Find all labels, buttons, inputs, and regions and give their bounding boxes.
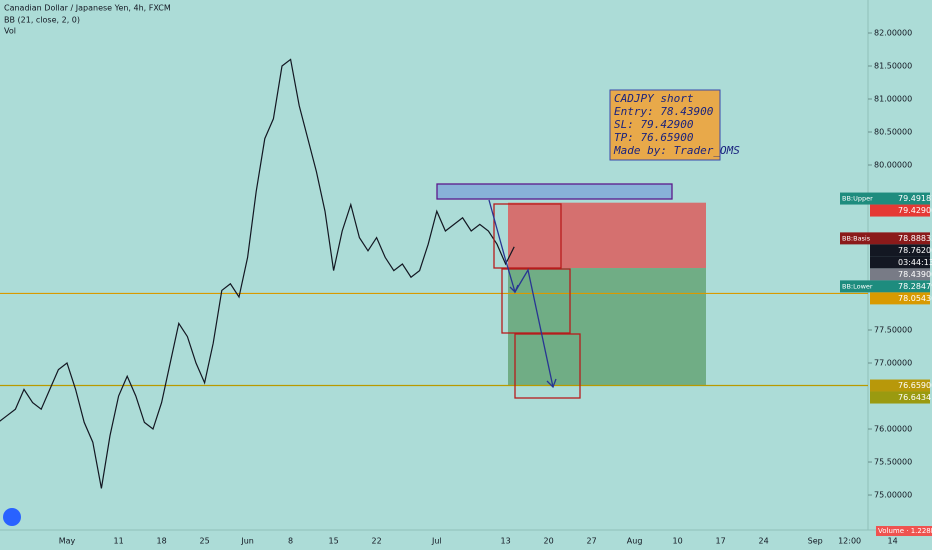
x-tick-label: 27 <box>587 537 597 546</box>
annotation-line: SL: 79.42900 <box>614 118 694 131</box>
x-tick-label: 18 <box>157 537 167 546</box>
price-tag-box <box>870 244 930 257</box>
annotation-line: Made by: Trader_OMS <box>613 144 740 157</box>
y-tick-label: 80.00000 <box>874 161 912 170</box>
price-tag-name: BB:Upper <box>842 195 873 203</box>
x-tick-label: 20 <box>544 537 554 546</box>
stop-zone <box>508 202 706 269</box>
price-tag-label: 76.64341 <box>898 393 932 402</box>
volume-tag-box <box>876 526 932 536</box>
annotation-line: TP: 76.65900 <box>614 131 694 144</box>
countdown: 03:44:13 <box>898 258 932 267</box>
annotation: CADJPY short Entry: 78.43900 SL: 79.4290… <box>609 89 740 161</box>
x-tick-label: 17 <box>716 537 726 546</box>
price-tag: 78.05430 <box>870 292 932 305</box>
arrow-head <box>546 378 557 389</box>
chart-title: Canadian Dollar / Japanese Yen, 4h, FXCM <box>4 4 171 13</box>
target-zone <box>508 268 706 386</box>
price-tag-name-box <box>840 192 870 205</box>
price-tag-box <box>870 232 930 245</box>
indicator-label: BB (21, close, 2, 0) <box>4 16 80 25</box>
price-tag-box <box>870 268 930 281</box>
price-tag-box <box>870 280 930 293</box>
logo[interactable] <box>3 508 21 526</box>
drawn-box <box>514 333 581 399</box>
price-tag-name: BB:Basis <box>842 234 871 242</box>
drawn-box <box>501 268 571 334</box>
x-tick-label: 25 <box>200 537 210 546</box>
price-tag: 78.88833 BB:Basis <box>840 232 932 245</box>
price-tag-label: 79.49187 <box>898 194 932 203</box>
x-tick-label: 10 <box>673 537 683 546</box>
drawn-box <box>493 203 562 269</box>
price-tag: 79.49187 BB:Upper <box>840 192 932 205</box>
price-tag-label: 78.43900 <box>898 270 932 279</box>
x-tick-label: Jul <box>431 537 442 546</box>
x-tick-label: Jun <box>240 537 254 546</box>
price-tag: 76.65900 <box>870 379 932 392</box>
price-tag-box <box>870 204 930 217</box>
plot-area <box>0 58 868 489</box>
x-tick-label: 12:00 <box>838 537 861 546</box>
price-tag-label: 79.42900 <box>898 206 932 215</box>
y-tick-label: 75.00000 <box>874 491 912 500</box>
price-tag-name: BB:Lower <box>842 282 873 290</box>
price-tag: 76.64341 <box>870 391 932 404</box>
price-line <box>0 58 515 489</box>
x-tick-label: 22 <box>372 537 382 546</box>
countdown-box <box>870 256 930 269</box>
price-tag-name-box <box>840 280 870 293</box>
price-tag-box <box>870 192 930 205</box>
x-tick-label: Sep <box>808 537 823 546</box>
x-tick-label: 11 <box>114 537 124 546</box>
price-tag: 79.42900 <box>870 204 932 217</box>
volume-label: Volume · 1.228K <box>878 527 932 535</box>
price-tag-box <box>870 391 930 404</box>
price-tag-box <box>870 292 930 305</box>
y-tick-label: 80.50000 <box>874 128 912 137</box>
x-tick-label: 8 <box>288 537 293 546</box>
arrow-head <box>509 284 519 294</box>
price-tag: 78.28479 BB:Lower <box>840 280 932 293</box>
x-tick-label: 13 <box>501 537 511 546</box>
price-tag: 78.43900 <box>870 268 932 281</box>
price-tag-box <box>870 379 930 392</box>
annotation-line: Entry: 78.43900 <box>614 105 714 118</box>
price-tag-label: 78.05430 <box>898 294 932 303</box>
y-tick-label: 76.00000 <box>874 425 912 434</box>
annotation-line: CADJPY short <box>614 92 694 105</box>
y-tick-label: 75.50000 <box>874 458 912 467</box>
price-tag-label: 78.28479 <box>898 282 932 291</box>
resistance-zone <box>436 183 673 200</box>
price-tag-name-box <box>840 232 870 245</box>
price-tag-label: 76.65900 <box>898 381 932 390</box>
indicator-label: Vol <box>4 27 16 36</box>
annotation-box <box>609 89 721 161</box>
y-tick-label: 77.50000 <box>874 326 912 335</box>
x-tick-label: 24 <box>759 537 769 546</box>
y-tick-label: 81.50000 <box>874 62 912 71</box>
x-tick-label: Aug <box>627 537 643 546</box>
y-tick-label: 82.00000 <box>874 29 912 38</box>
price-tag-label: 78.88833 <box>898 234 932 243</box>
x-tick-label: 15 <box>329 537 339 546</box>
x-tick-label: 14 <box>888 537 898 546</box>
y-tick-label: 81.00000 <box>874 95 912 104</box>
x-tick-label: May <box>59 537 76 546</box>
drawings <box>436 183 673 399</box>
y-tick-label: 77.00000 <box>874 359 912 368</box>
